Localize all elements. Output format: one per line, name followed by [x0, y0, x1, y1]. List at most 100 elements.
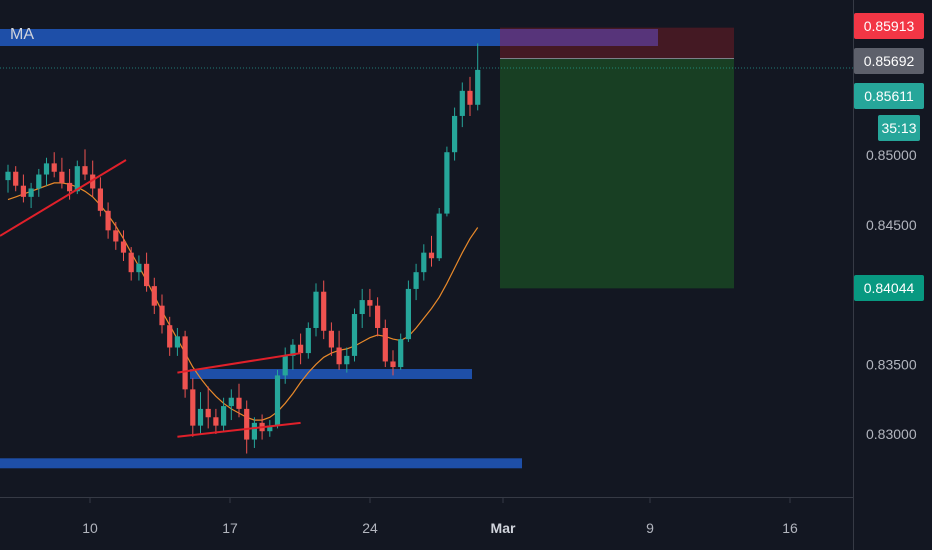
candle — [59, 157, 65, 189]
uptrend-line-early[interactable] — [0, 159, 127, 237]
candle — [421, 244, 427, 281]
candle — [359, 288, 365, 328]
candle-body — [113, 230, 119, 242]
candle — [390, 350, 396, 376]
candle — [51, 152, 57, 178]
take-profit-zone[interactable] — [500, 58, 734, 289]
candle-body — [43, 163, 50, 175]
candle — [182, 330, 188, 398]
candle-body — [413, 272, 419, 289]
candle-body — [390, 361, 396, 368]
candle — [5, 164, 11, 193]
time-tick-label: 16 — [782, 520, 798, 536]
candle-body — [375, 305, 381, 328]
candle — [452, 107, 458, 161]
candle — [351, 308, 358, 362]
candle — [467, 76, 473, 116]
support-zone-bottom — [0, 458, 522, 469]
candle-body — [221, 406, 227, 426]
countdown-tag-bg — [878, 115, 920, 141]
candle-body — [74, 166, 80, 192]
candle-body — [97, 188, 103, 211]
candle — [213, 408, 219, 434]
candle-body — [398, 339, 404, 368]
entry-tag: 0.85692 — [854, 48, 924, 74]
candle — [459, 82, 465, 128]
candle — [82, 149, 88, 181]
candle-body — [267, 425, 273, 432]
candle-body — [467, 90, 473, 105]
wedge-upper-line[interactable] — [177, 352, 301, 374]
candle-body — [274, 375, 281, 426]
candle — [167, 316, 173, 356]
candle-body — [305, 327, 311, 354]
candle-body — [359, 300, 365, 315]
candle — [28, 182, 34, 209]
last-price-tag-label: 0.85611 — [864, 88, 914, 104]
candle — [136, 255, 142, 281]
candle-body — [405, 288, 411, 340]
candle-body — [336, 347, 342, 365]
candle-body — [182, 336, 188, 390]
candle-body — [36, 174, 42, 189]
short-position-tool[interactable] — [500, 27, 734, 289]
candle — [336, 330, 342, 370]
candle-body — [136, 263, 142, 273]
take-profit-tag-bg — [854, 275, 924, 301]
candle — [444, 146, 450, 217]
candle — [344, 347, 350, 373]
candle — [251, 417, 257, 448]
candle — [120, 230, 127, 262]
time-tick-label: Mar — [491, 520, 516, 536]
candle — [144, 252, 150, 292]
time-tick-label: 17 — [222, 520, 238, 536]
candle — [36, 168, 42, 197]
take-profit-tag: 0.84044 — [854, 275, 924, 301]
candle-body — [459, 90, 465, 116]
price-tick-label: 0.85000 — [866, 147, 917, 163]
candle-body — [290, 344, 296, 356]
candle — [43, 157, 50, 186]
candle — [274, 369, 281, 429]
candle-body — [20, 185, 26, 197]
candle — [197, 392, 204, 434]
candle-body — [67, 182, 73, 192]
candle-body — [421, 252, 427, 273]
candle-body — [298, 344, 304, 354]
candle — [382, 319, 388, 368]
candle — [20, 174, 26, 203]
candle-body — [228, 397, 234, 407]
candle-body — [475, 69, 481, 105]
price-tick-label: 0.83500 — [866, 356, 917, 372]
candle-body — [213, 417, 219, 426]
countdown-tag-label: 35:13 — [881, 120, 916, 136]
candle-body — [159, 305, 165, 326]
entry-tag-bg — [854, 48, 924, 74]
time-axis[interactable]: 10 17 24 Mar 9 16 — [82, 497, 798, 536]
candle-body — [120, 241, 127, 253]
candle — [375, 297, 381, 337]
candle-body — [197, 408, 204, 426]
price-tick-label: 0.84500 — [866, 217, 917, 233]
candle-body — [205, 408, 211, 418]
trend-lines-layer — [0, 159, 301, 438]
price-tags: 0.85913 0.85692 0.85611 35:13 0.84044 — [854, 13, 924, 301]
candle — [436, 208, 442, 262]
candle-body — [236, 397, 242, 409]
candle-body — [51, 163, 57, 172]
candle — [90, 160, 96, 197]
indicator-label[interactable]: MA — [10, 26, 34, 43]
wedge-lower-line[interactable] — [177, 421, 301, 438]
candle — [413, 263, 419, 301]
candle — [321, 280, 327, 340]
take-profit-tag-label: 0.84044 — [864, 280, 915, 296]
candle-body — [90, 174, 96, 189]
candle-body — [382, 327, 388, 362]
candle — [13, 166, 19, 192]
last-price-tag: 0.85611 — [854, 83, 924, 109]
candle-body — [174, 336, 180, 348]
candle — [328, 322, 334, 356]
candle-body — [167, 325, 173, 348]
time-tick-label: 9 — [646, 520, 654, 536]
